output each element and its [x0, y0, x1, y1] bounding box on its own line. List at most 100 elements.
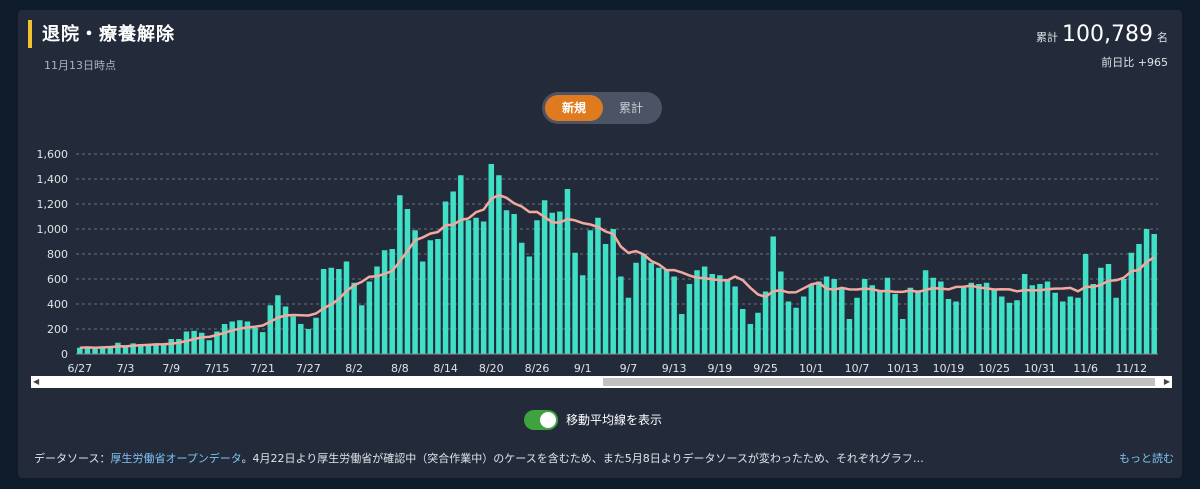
chart-scrollbar[interactable]: ◀ ▶ — [31, 376, 1172, 388]
x-tick-label: 7/21 — [250, 362, 275, 375]
bar — [854, 297, 860, 354]
bar — [694, 270, 700, 354]
bar — [1021, 274, 1028, 354]
x-tick-label: 9/25 — [753, 362, 778, 375]
switch-knob — [540, 411, 556, 428]
bar — [739, 309, 746, 354]
bar — [1014, 300, 1020, 354]
bar — [762, 291, 769, 354]
x-tick-label: 9/13 — [662, 362, 687, 375]
tab-cumulative[interactable]: 累計 — [618, 101, 643, 115]
bar — [1098, 267, 1104, 354]
bar — [1113, 297, 1119, 354]
bar — [968, 282, 975, 354]
data-source-note: データソース：厚生労働省オープンデータ。4月22日より厚生労働省が確認中（突合作… — [34, 450, 1174, 466]
bar — [313, 317, 319, 354]
bar — [1029, 285, 1036, 354]
bar — [1044, 281, 1051, 354]
x-tick-label: 8/2 — [345, 362, 363, 375]
bar — [877, 290, 883, 354]
bar — [1052, 292, 1058, 354]
bar — [633, 262, 639, 354]
bar — [1075, 297, 1081, 354]
x-tick-label: 10/13 — [887, 362, 919, 375]
scroll-left-arrow-icon[interactable]: ◀ — [33, 377, 40, 386]
read-more-link[interactable]: もっと読む — [1119, 452, 1174, 465]
bar — [153, 343, 159, 354]
bar — [915, 290, 921, 354]
bar-chart: 0 200 400 600 800 1,000 1,200 1,400 1,600 6/27 7/3… — [37, 148, 1158, 375]
y-tick-label: 1,200 — [37, 198, 69, 211]
bar — [778, 271, 784, 354]
bar — [983, 282, 990, 354]
bar — [267, 305, 274, 354]
bar — [115, 342, 121, 354]
bar — [366, 281, 373, 354]
x-tick-label: 7/9 — [162, 362, 180, 375]
bar — [861, 279, 868, 354]
x-tick-label: 10/19 — [933, 362, 965, 375]
bar — [244, 321, 251, 354]
x-tick-label: 8/14 — [433, 362, 458, 375]
bar — [381, 250, 388, 354]
card-title: 退院・療養解除 — [42, 24, 175, 45]
bar — [427, 240, 434, 354]
x-tick-label: 10/1 — [799, 362, 824, 375]
x-tick-label: 7/3 — [117, 362, 135, 375]
bar — [945, 299, 952, 354]
y-tick-label: 400 — [47, 298, 68, 311]
bar — [640, 254, 647, 354]
bar — [397, 195, 403, 354]
bar — [77, 347, 83, 354]
y-tick-label: 1,600 — [37, 148, 69, 161]
bar — [84, 347, 91, 354]
x-tick-label: 6/27 — [67, 362, 92, 375]
bar — [229, 321, 235, 354]
bar — [610, 229, 616, 354]
bar — [351, 282, 357, 354]
chart-card: 退院・療養解除 11月13日時点 累計 100,789 名 前日比 +965 新規 … — [18, 10, 1182, 478]
bar — [770, 236, 776, 354]
y-tick-label: 1,400 — [37, 173, 69, 186]
bar — [511, 214, 517, 354]
bar — [526, 256, 533, 354]
bar — [541, 200, 548, 354]
bar — [374, 266, 380, 354]
bar — [747, 324, 754, 354]
x-tick-label: 7/15 — [205, 362, 230, 375]
bar — [892, 294, 898, 354]
bar — [999, 296, 1005, 354]
total-value: 100,789 — [1062, 22, 1153, 47]
bar — [160, 344, 167, 354]
bar — [336, 269, 342, 354]
data-type-toggle: 新規 累計 — [542, 92, 662, 124]
bar — [473, 217, 479, 354]
total-label: 累計 — [1036, 31, 1059, 44]
bar — [595, 217, 601, 354]
x-tick-label: 10/7 — [845, 362, 870, 375]
source-link[interactable]: 厚生労働省オープンデータ — [110, 452, 242, 465]
x-tick-label: 9/1 — [574, 362, 592, 375]
bar — [488, 164, 495, 354]
bar — [191, 330, 197, 354]
bar — [884, 277, 891, 354]
bar — [579, 275, 586, 354]
bar — [899, 319, 906, 354]
bar — [1143, 229, 1150, 354]
bar — [930, 277, 936, 354]
bar — [1120, 279, 1127, 354]
bar — [92, 348, 98, 354]
x-tick-label: 8/8 — [391, 362, 409, 375]
title-accent-bar — [28, 20, 32, 48]
bar — [419, 261, 426, 354]
scrollbar-thumb[interactable] — [603, 378, 1155, 386]
scroll-right-arrow-icon[interactable]: ▶ — [1163, 377, 1170, 386]
bar — [328, 267, 335, 354]
bar — [549, 212, 555, 354]
bar — [663, 269, 670, 354]
bar — [793, 307, 799, 354]
total-unit: 名 — [1157, 31, 1168, 44]
tab-new[interactable]: 新規 — [545, 95, 603, 121]
bar — [717, 275, 723, 354]
moving-average-switch[interactable] — [524, 409, 558, 430]
